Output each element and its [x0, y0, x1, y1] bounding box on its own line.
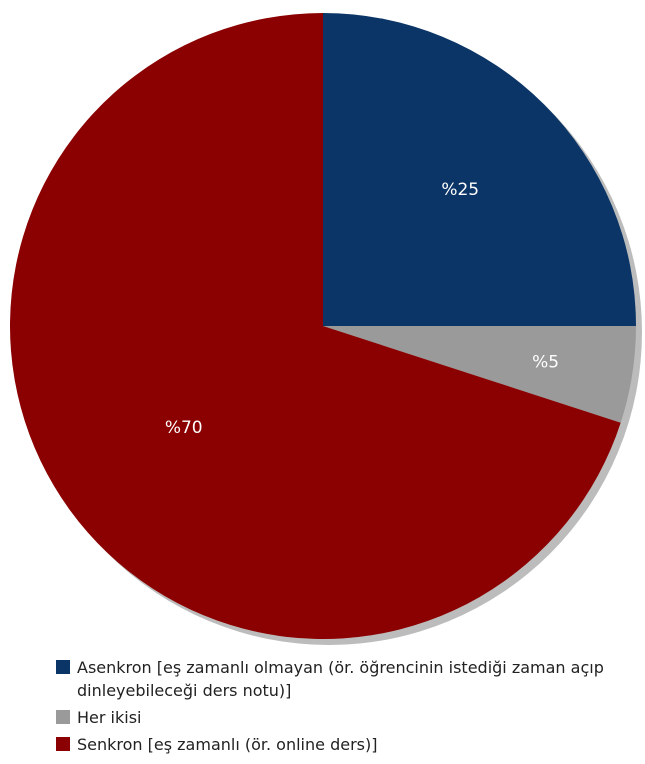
- data-label-senkron: %70: [165, 418, 203, 438]
- legend: Asenkron [eş zamanlı olmayan (ör. öğrenc…: [56, 656, 636, 760]
- legend-label-asenkron: Asenkron [eş zamanlı olmayan (ör. öğrenc…: [77, 658, 604, 700]
- pie-slice-her-ikisi: [323, 326, 636, 423]
- data-label-her-ikisi: %5: [532, 352, 559, 372]
- pie-slices: [10, 13, 636, 639]
- pie-chart: %25 %5 %70: [10, 13, 642, 645]
- legend-label-her-ikisi: Her ikisi: [77, 708, 142, 727]
- legend-swatch-her-ikisi: [56, 710, 70, 724]
- data-label-asenkron: %25: [441, 180, 479, 200]
- pie-slice-asenkron: [323, 13, 636, 326]
- legend-item-her-ikisi: Her ikisi: [56, 706, 636, 729]
- legend-swatch-asenkron: [56, 660, 70, 674]
- legend-item-asenkron: Asenkron [eş zamanlı olmayan (ör. öğrenc…: [56, 656, 636, 702]
- legend-item-senkron: Senkron [eş zamanlı (ör. online ders)]: [56, 733, 636, 756]
- legend-swatch-senkron: [56, 737, 70, 751]
- legend-label-senkron: Senkron [eş zamanlı (ör. online ders)]: [77, 735, 378, 754]
- slice-labels: %25 %5 %70: [165, 180, 559, 438]
- pie-slice-senkron: [10, 13, 621, 639]
